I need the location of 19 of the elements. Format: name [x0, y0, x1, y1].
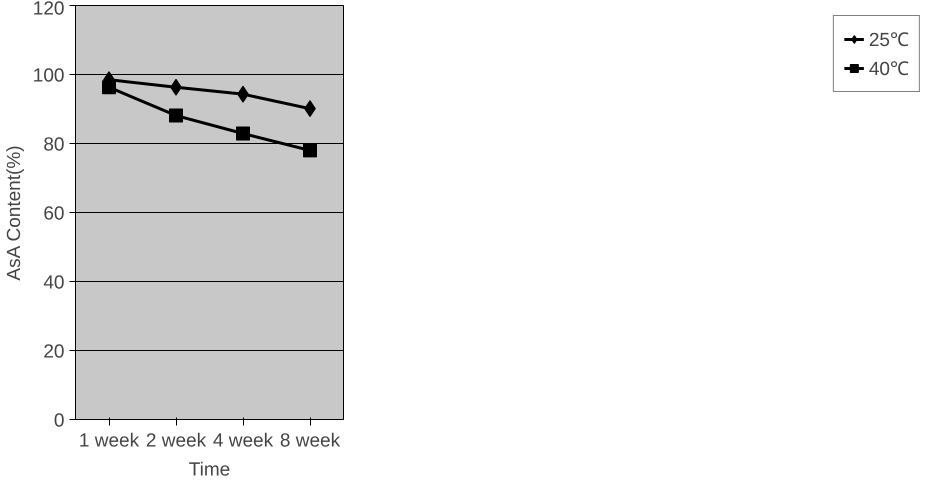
y-tick-label: 20 — [43, 342, 65, 362]
x-tick-label: 1 week — [78, 430, 140, 452]
point — [236, 126, 250, 140]
y-tick-label: 60 — [43, 204, 65, 224]
point — [102, 80, 116, 94]
y-tick-label: 80 — [43, 134, 65, 156]
point — [303, 143, 317, 158]
legend-label: 40℃ — [868, 58, 909, 81]
y-tick-label: 40 — [43, 272, 65, 294]
y-tick-label: 100 — [32, 66, 64, 86]
y-tick-label: 120 — [32, 0, 64, 20]
x-tick-label: 2 week — [146, 430, 207, 452]
x-axis-title: Time — [188, 460, 230, 480]
point — [169, 108, 183, 123]
y-axis-title: AsA Content(%) — [4, 145, 25, 281]
x-tick-label: 8 week — [280, 430, 341, 452]
legend-label: 25℃ — [868, 29, 909, 52]
x-tick-label: 4 week — [212, 430, 274, 452]
y-tick-label: 0 — [54, 410, 65, 432]
